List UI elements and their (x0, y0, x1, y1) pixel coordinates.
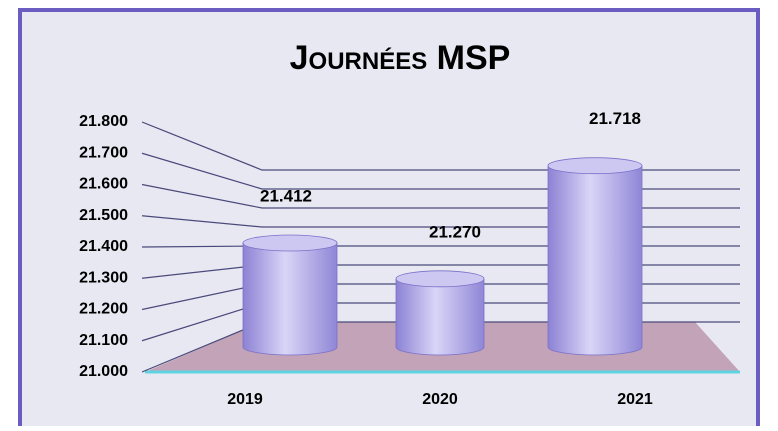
x-tick-label: 2021 (617, 391, 653, 408)
value-label: 21.270 (429, 222, 481, 241)
y-tick-label: 21.000 (79, 363, 128, 380)
value-label: 21.412 (260, 186, 312, 205)
y-tick-label: 21.600 (79, 176, 128, 193)
x-tick-label: 2020 (422, 391, 458, 408)
x-tick-label: 2019 (227, 391, 263, 408)
y-tick-label: 21.500 (79, 207, 128, 224)
bar (547, 165, 643, 356)
y-tick-label: 21.300 (79, 269, 128, 286)
chart-title: Journées MSP (290, 39, 511, 77)
bar-top (547, 157, 643, 175)
bar (242, 242, 338, 356)
y-tick-label: 21.100 (79, 332, 128, 349)
bar (395, 278, 485, 356)
y-tick-label: 21.400 (79, 238, 128, 255)
y-tick-label: 21.700 (79, 144, 128, 161)
value-label: 21.718 (589, 109, 641, 128)
y-tick-label: 21.200 (79, 301, 128, 318)
bar-top (395, 270, 485, 288)
y-tick-label: 21.800 (79, 113, 128, 130)
bar-top (242, 234, 338, 252)
